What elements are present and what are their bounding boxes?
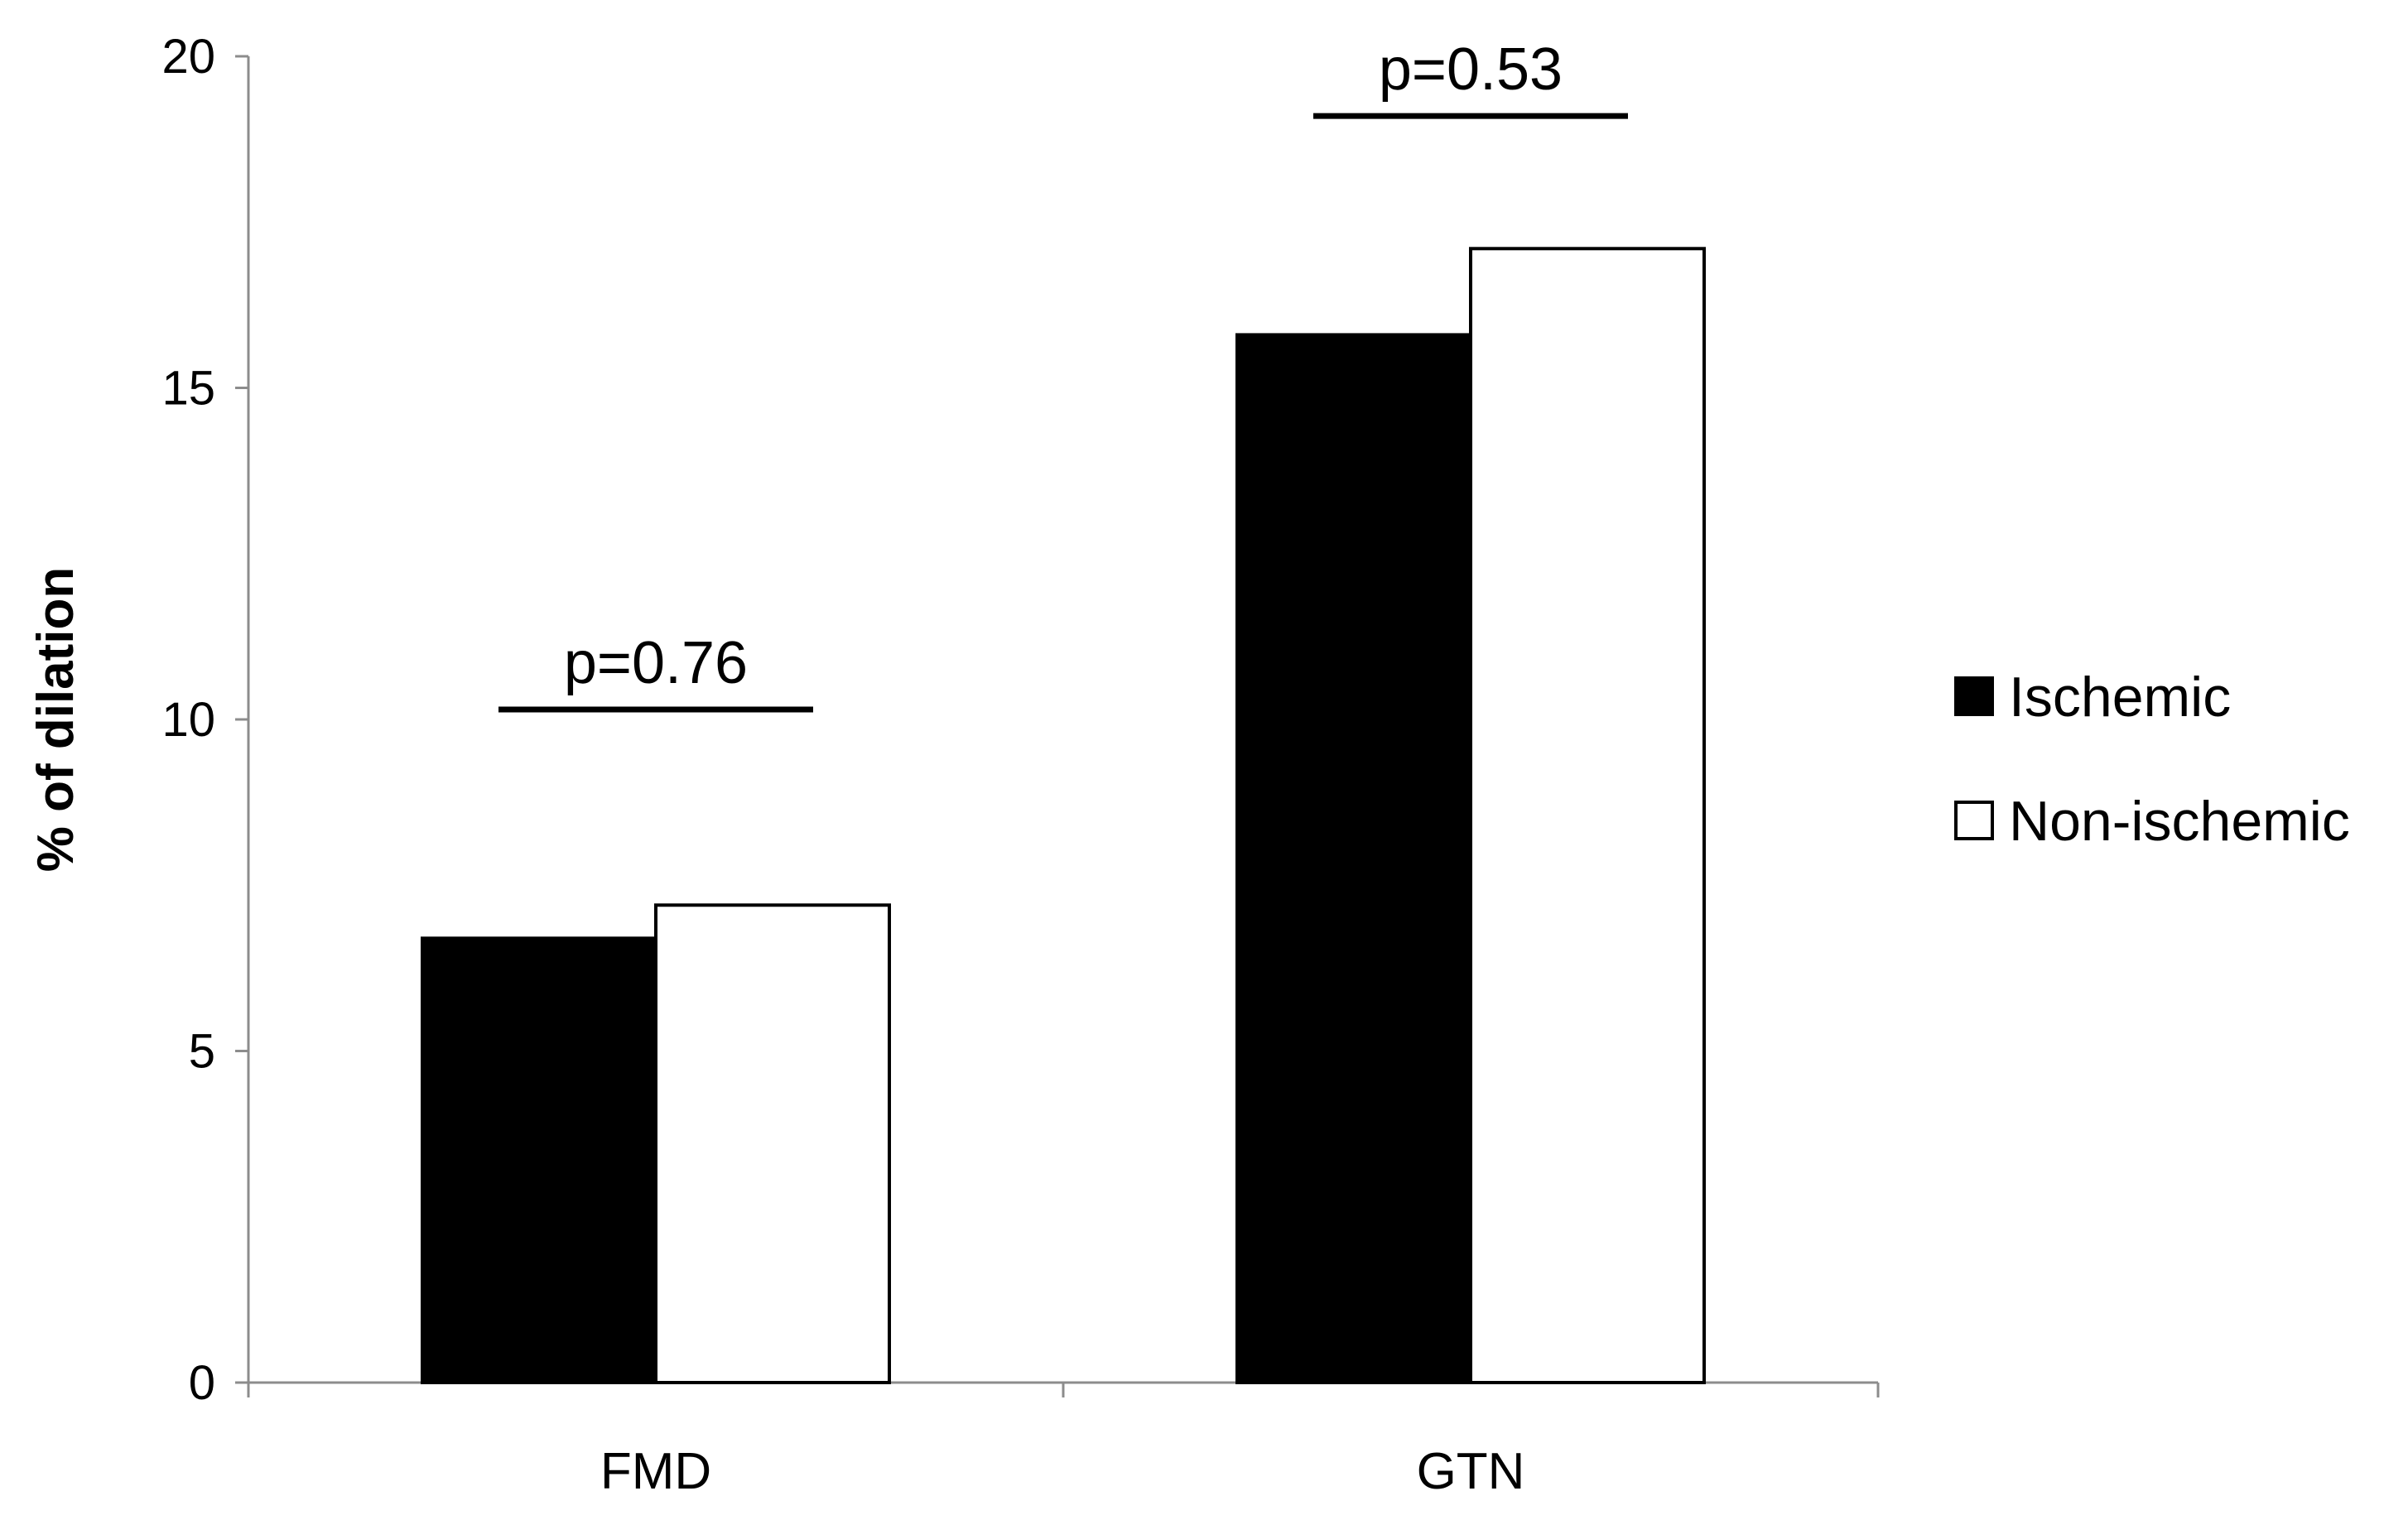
p-value-label: p=0.53 — [1379, 36, 1563, 103]
y-axis-title: % of dilation — [27, 567, 84, 873]
y-tick-label: 20 — [161, 30, 215, 84]
legend-label: Ischemic — [2009, 666, 2231, 729]
bars — [421, 247, 1706, 1384]
y-tick-label: 0 — [189, 1356, 215, 1410]
annotations: p=0.76 p=0.53 — [498, 36, 1628, 713]
y-ticks: 0 5 10 15 20 — [161, 30, 248, 1410]
y-tick-label: 15 — [161, 362, 215, 416]
bar-non-ischemic-fmd — [654, 903, 891, 1384]
y-tick-label: 10 — [161, 693, 215, 747]
p-value-label: p=0.76 — [564, 630, 748, 696]
legend-swatch — [1954, 676, 1994, 716]
bar-non-ischemic-gtn — [1469, 247, 1706, 1384]
legend-swatch — [1954, 801, 1994, 840]
x-category-label: GTN — [1417, 1443, 1525, 1500]
y-tick-label: 5 — [189, 1025, 215, 1079]
bar-ischemic-fmd — [421, 936, 657, 1384]
x-category-label: FMD — [600, 1443, 711, 1500]
legend: Ischemic Non-ischemic — [1954, 666, 2350, 853]
x-ticks: FMD GTN — [247, 1383, 1880, 1500]
bar-ischemic-gtn — [1235, 333, 1472, 1384]
legend-label: Non-ischemic — [2009, 790, 2350, 853]
